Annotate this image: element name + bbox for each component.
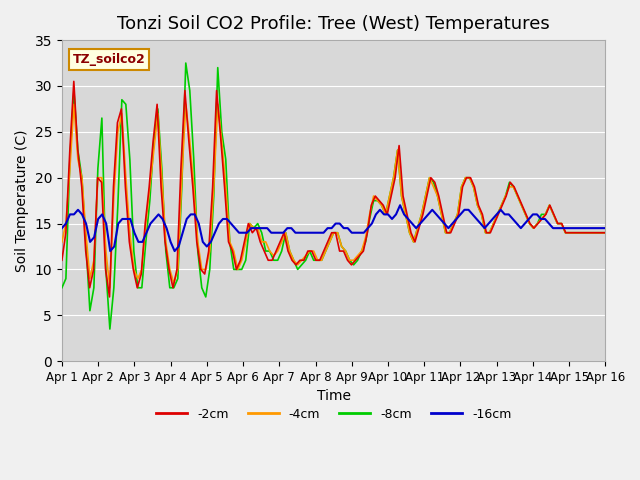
Text: TZ_soilco2: TZ_soilco2	[73, 53, 145, 66]
Legend: -2cm, -4cm, -8cm, -16cm: -2cm, -4cm, -8cm, -16cm	[151, 403, 516, 425]
Title: Tonzi Soil CO2 Profile: Tree (West) Temperatures: Tonzi Soil CO2 Profile: Tree (West) Temp…	[117, 15, 550, 33]
Y-axis label: Soil Temperature (C): Soil Temperature (C)	[15, 130, 29, 272]
X-axis label: Time: Time	[317, 389, 351, 403]
